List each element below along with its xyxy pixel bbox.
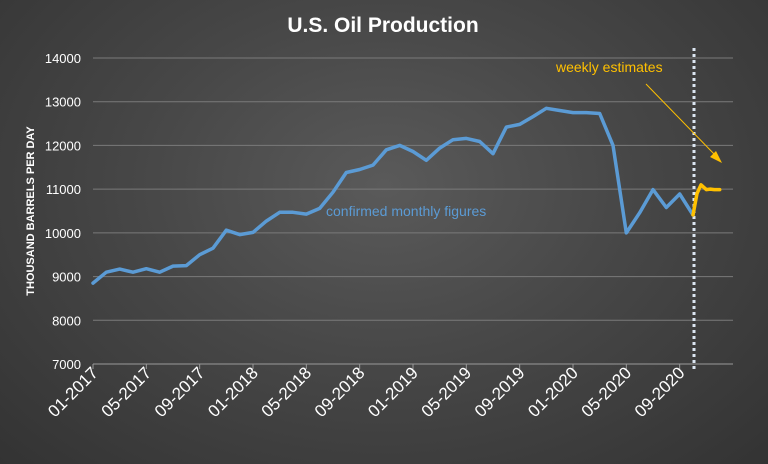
x-tick-label: 01-2019 bbox=[364, 363, 422, 421]
x-tick-label: 01-2018 bbox=[204, 363, 262, 421]
y-tick-label: 9000 bbox=[52, 270, 81, 285]
y-tick-label: 13000 bbox=[45, 95, 81, 110]
x-tick-label: 05-2017 bbox=[98, 363, 156, 421]
y-axis-ticks: 7000 8000 9000 10000 11000 12000 13000 14000 bbox=[45, 51, 81, 372]
monthly-series-line bbox=[91, 106, 695, 285]
y-tick-label: 14000 bbox=[45, 51, 81, 66]
x-tick-label: 09-2019 bbox=[471, 363, 529, 421]
weekly-annotation-arrow bbox=[645, 83, 722, 163]
series-lines bbox=[91, 106, 722, 285]
x-tick-label: 05-2018 bbox=[258, 363, 316, 421]
chart-title: U.S. Oil Production bbox=[287, 14, 478, 37]
x-tick-label: 05-2020 bbox=[578, 363, 636, 421]
monthly-series-annotation: confirmed monthly figures bbox=[326, 203, 486, 219]
x-tick-label: 09-2017 bbox=[151, 363, 209, 421]
x-axis-ticks: 01-201705-201709-201701-201805-201809-20… bbox=[44, 363, 688, 421]
x-tick-label: 09-2020 bbox=[631, 363, 689, 421]
y-axis-label: THOUSAND BARRELS PER DAY bbox=[25, 126, 37, 296]
arrow-head bbox=[710, 151, 722, 163]
weekly-series-annotation: weekly estimates bbox=[555, 59, 663, 75]
x-tick-label: 01-2017 bbox=[44, 363, 102, 421]
x-tick-label: 01-2020 bbox=[524, 363, 582, 421]
y-tick-label: 7000 bbox=[52, 357, 81, 372]
arrow-shaft bbox=[645, 83, 717, 157]
x-tick-label: 05-2019 bbox=[418, 363, 476, 421]
weekly-series-line bbox=[691, 183, 722, 217]
y-tick-label: 11000 bbox=[46, 182, 81, 197]
y-tick-label: 12000 bbox=[45, 138, 81, 153]
y-tick-label: 8000 bbox=[52, 313, 81, 328]
y-tick-label: 10000 bbox=[45, 226, 81, 241]
x-tick-label: 09-2018 bbox=[311, 363, 369, 421]
